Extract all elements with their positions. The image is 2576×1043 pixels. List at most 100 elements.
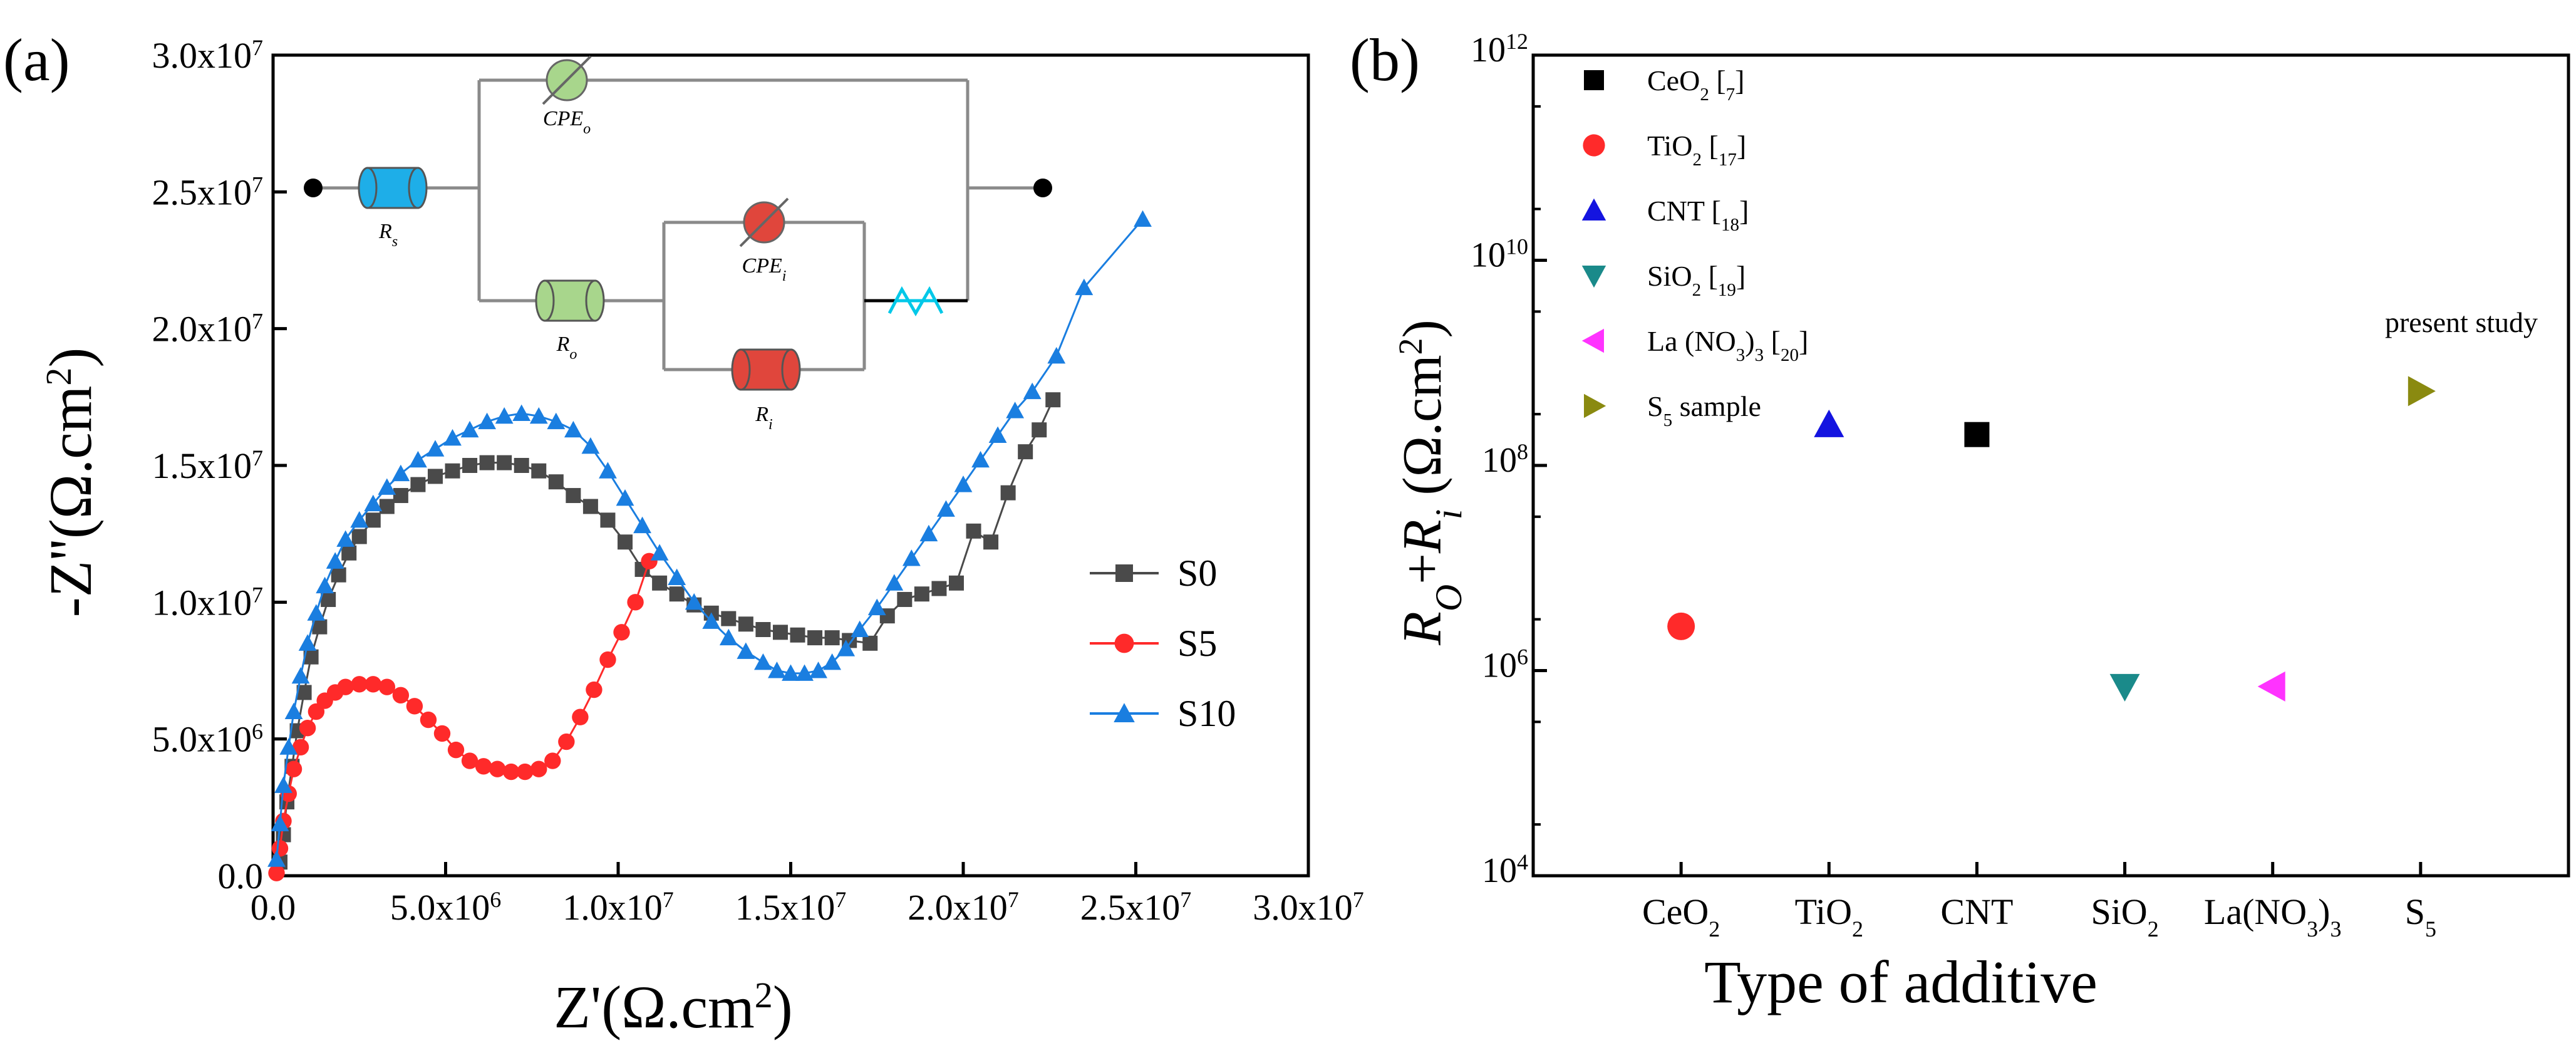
rs-resistor-right-cap	[408, 167, 428, 209]
y-tick-label: 104	[1482, 849, 1528, 890]
cpeo-label-subscript: o	[583, 121, 591, 137]
formula-part: CeO	[1647, 65, 1700, 96]
data-point-s0	[1018, 444, 1033, 460]
subscript: 2	[1709, 916, 1720, 942]
data-point-s0	[790, 627, 805, 643]
y-tick-mantissa: 3.0x10	[152, 35, 252, 76]
circuit-terminal-left	[304, 179, 323, 197]
formula-part: [	[1764, 325, 1781, 357]
data-point-s5	[292, 739, 309, 755]
axis-title-text: )	[773, 973, 793, 1040]
x-tick-label: La(NO3)3	[2204, 891, 2342, 942]
data-point-s10	[279, 738, 298, 755]
y-tick-exponent: 8	[1517, 439, 1528, 464]
data-point-s10	[902, 549, 921, 566]
data-point-s5	[299, 720, 316, 737]
data-point-s0	[321, 591, 336, 607]
y-tick-label: 1010	[1471, 234, 1528, 275]
data-point-s0	[1000, 485, 1016, 501]
data-point-ceo2	[1667, 612, 1695, 640]
legend-label: CeO2 [7]	[1647, 65, 1744, 105]
data-point-s5	[627, 594, 644, 611]
data-point-s10	[809, 662, 827, 678]
x-tick-mantissa: 0.0	[251, 887, 296, 928]
y-tick-mantissa: 1.5x10	[152, 445, 252, 486]
panel-b-y-axis-title: RO+Ri (Ω.cm2)	[1392, 319, 1469, 646]
panel-b-legend: CeO2 [7]TiO2 [17]CNT [18]SiO2 [19]La (NO…	[1581, 65, 1808, 430]
y-tick-base: 10	[1482, 646, 1517, 685]
data-point-s0	[531, 463, 547, 479]
ri-resistor	[731, 348, 801, 391]
data-point-s0	[365, 512, 381, 528]
x-tick-exponent: 7	[1008, 887, 1019, 912]
x-tick-label: 0.0	[251, 887, 296, 928]
formula-part: ]	[1736, 260, 1746, 292]
formula-part: SiO	[1647, 260, 1692, 292]
data-point-s10	[409, 450, 427, 468]
x-tick-mantissa: 2.0x10	[908, 887, 1008, 928]
axis-title-superscript: 2	[755, 975, 773, 1015]
y-tick-base: 10	[1482, 851, 1517, 890]
data-point-s10	[837, 640, 856, 656]
ri-label: Ri	[755, 403, 772, 433]
data-point-s5	[433, 725, 451, 742]
panel-a-nyquist-plot: (a) 0.0 5.0x106 1.0x107 1.5x107 2.0x107 2.5x1…	[3, 26, 1364, 1040]
x-tick-label: SiO2	[2091, 891, 2158, 942]
x-tick-mantissa: 1.0x10	[562, 887, 663, 928]
legend-label-s0: S0	[1177, 553, 1217, 594]
formula-part: S	[2405, 891, 2425, 932]
legend-marker	[1583, 134, 1605, 157]
data-point-s10	[1134, 210, 1152, 227]
subscript: 2	[1852, 916, 1863, 942]
formula-part: La (NO	[1647, 325, 1736, 357]
data-point-s5	[378, 678, 396, 695]
y-tick-label: 1.0x107	[152, 582, 264, 623]
ylabel-sub-i: i	[1428, 509, 1469, 520]
legend-marker	[1584, 70, 1604, 90]
rs-label: Rs	[378, 220, 398, 250]
data-point-s5	[586, 681, 603, 698]
cpei-element	[739, 197, 789, 247]
cpei-element-slash	[739, 197, 789, 247]
cpei-label-subscript: i	[782, 268, 787, 284]
data-point-s0	[983, 534, 999, 550]
present-study-annotation: present study	[2385, 306, 2538, 338]
data-point-s0	[341, 545, 357, 561]
x-tick-label: 2.5x107	[1080, 887, 1192, 928]
y-tick-label: 106	[1482, 645, 1528, 685]
data-point-s10	[336, 530, 355, 547]
y-tick-label: 5.0x106	[152, 719, 264, 760]
data-point-s0	[410, 477, 426, 492]
subscript: 2	[1692, 150, 1702, 170]
series-s5	[268, 553, 658, 881]
subscript: 3	[1755, 345, 1764, 365]
data-point-s10	[702, 612, 721, 629]
panel-a-y-axis-title: -Z''(Ω.cm2)	[37, 348, 104, 618]
formula-part: ]	[1799, 325, 1808, 357]
data-point-s5	[337, 678, 354, 695]
data-point-s0	[824, 630, 840, 646]
legend-marker-s10	[1114, 703, 1135, 722]
subscript: 20	[1781, 345, 1799, 365]
data-point-s5	[530, 760, 547, 777]
data-point-s10	[685, 593, 703, 610]
formula-part: [	[1709, 65, 1726, 96]
equivalent-circuit-inset	[304, 78, 1052, 371]
formula-part: [	[1701, 260, 1718, 292]
rs-resistor-left-cap	[358, 167, 378, 209]
y-tick-exponent: 6	[1517, 645, 1528, 670]
rs-label-main: R	[378, 220, 392, 243]
y-tick-label: 108	[1482, 439, 1528, 480]
x-tick-mantissa: 5.0x10	[390, 887, 490, 928]
data-point-s0	[755, 622, 771, 637]
legend-label-s5: S5	[1177, 623, 1217, 664]
data-point-s10	[364, 494, 383, 512]
formula-part: TiO	[1795, 891, 1852, 932]
data-point-s10	[460, 420, 479, 438]
y-tick-label: 3.0x107	[152, 35, 264, 76]
legend-label-s10: S10	[1177, 693, 1236, 734]
y-tick-base: 10	[1471, 31, 1506, 70]
subscript: 5	[2425, 916, 2436, 942]
formula-part: SiO	[2091, 891, 2147, 932]
x-tick-label: 1.5x107	[735, 887, 847, 928]
